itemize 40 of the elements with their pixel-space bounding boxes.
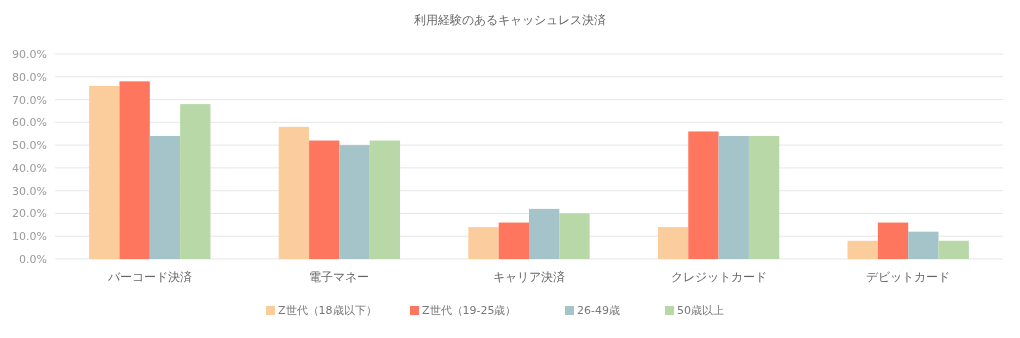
chart-title: 利用経験のあるキャッシュレス決済 bbox=[414, 13, 606, 27]
bar bbox=[938, 240, 969, 259]
x-tick-label: バーコード決済 bbox=[106, 270, 192, 284]
bar bbox=[688, 131, 719, 259]
y-tick-label: 50.0% bbox=[12, 139, 47, 153]
y-tick-label: 90.0% bbox=[12, 48, 47, 61]
legend-label: 50歳以上 bbox=[677, 304, 724, 317]
y-tick-label: 30.0% bbox=[12, 184, 47, 198]
bar bbox=[908, 231, 939, 259]
bar bbox=[498, 222, 529, 259]
y-tick-label: 40.0% bbox=[12, 161, 47, 175]
legend-label: 26-49歳 bbox=[577, 304, 620, 317]
bar bbox=[877, 222, 909, 259]
x-tick-label: クレジットカード bbox=[670, 270, 767, 284]
bar bbox=[149, 136, 181, 259]
bar bbox=[119, 81, 150, 259]
y-tick-label: 60.0% bbox=[12, 116, 47, 130]
y-tick-label: 10.0% bbox=[12, 230, 47, 244]
bar bbox=[369, 140, 401, 259]
y-tick-label: 70.0% bbox=[12, 93, 47, 107]
bar bbox=[847, 240, 878, 259]
legend-label: Z世代（19-25歳） bbox=[422, 304, 517, 317]
y-tick-label: 80.0% bbox=[12, 70, 47, 84]
bar bbox=[718, 136, 749, 259]
bar bbox=[278, 126, 310, 259]
bar bbox=[89, 85, 120, 259]
bar bbox=[339, 145, 370, 259]
x-tick-label: キャリア決済 bbox=[493, 270, 565, 284]
x-tick-label: 電子マネー bbox=[309, 270, 370, 284]
y-tick-label: 0.0% bbox=[19, 253, 47, 266]
bar bbox=[748, 136, 780, 259]
x-tick-label: デビットカード bbox=[866, 270, 951, 284]
y-tick-label: 20.0% bbox=[12, 207, 47, 221]
bar bbox=[657, 227, 689, 259]
legend-label: Z世代（18歳以下） bbox=[278, 304, 377, 317]
bar bbox=[529, 208, 560, 259]
bar bbox=[468, 227, 499, 259]
bar bbox=[559, 213, 590, 259]
bar bbox=[309, 140, 340, 259]
bar bbox=[180, 104, 211, 259]
